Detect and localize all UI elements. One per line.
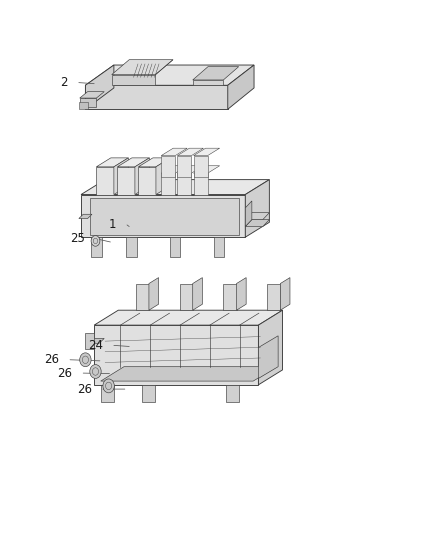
Polygon shape [245,201,252,227]
Polygon shape [117,167,135,195]
Polygon shape [81,195,245,237]
Polygon shape [193,67,239,80]
Polygon shape [112,60,173,75]
Polygon shape [161,156,175,177]
Polygon shape [245,220,269,227]
Polygon shape [101,385,114,402]
Text: 26: 26 [57,367,72,379]
Polygon shape [79,214,92,219]
Text: 2: 2 [60,76,68,89]
Polygon shape [135,158,149,195]
Polygon shape [94,310,283,325]
Circle shape [103,379,114,393]
Polygon shape [177,156,191,177]
Polygon shape [136,284,149,310]
Polygon shape [280,278,290,310]
Polygon shape [88,338,104,344]
Polygon shape [149,278,159,310]
Polygon shape [85,65,114,109]
Polygon shape [194,166,219,173]
Polygon shape [80,92,104,98]
Polygon shape [112,75,155,85]
Text: 24: 24 [88,339,103,352]
Polygon shape [142,385,155,402]
Polygon shape [228,65,254,109]
Polygon shape [177,148,203,156]
Polygon shape [96,167,114,195]
Polygon shape [193,278,202,310]
Polygon shape [245,180,269,237]
Polygon shape [96,158,128,167]
Polygon shape [85,333,94,349]
Polygon shape [177,173,191,195]
Polygon shape [79,102,88,109]
Polygon shape [161,148,187,156]
Polygon shape [114,158,128,195]
Polygon shape [85,85,228,109]
Polygon shape [80,98,96,107]
Polygon shape [177,166,203,173]
Polygon shape [194,173,208,195]
Polygon shape [138,167,156,195]
Circle shape [80,353,91,367]
Text: 26: 26 [44,353,59,366]
Polygon shape [180,284,193,310]
Polygon shape [161,166,187,173]
Polygon shape [194,148,219,156]
Polygon shape [90,198,239,235]
Circle shape [90,365,101,378]
Polygon shape [245,213,269,220]
Polygon shape [81,180,269,195]
Polygon shape [258,310,283,385]
Polygon shape [117,158,149,167]
Polygon shape [91,237,102,257]
Polygon shape [267,284,280,310]
Polygon shape [193,80,223,85]
Polygon shape [258,336,278,378]
Text: 25: 25 [71,232,85,245]
Polygon shape [85,65,254,85]
Polygon shape [94,325,258,385]
Polygon shape [161,173,175,195]
Polygon shape [214,237,224,257]
Polygon shape [138,158,170,167]
Polygon shape [223,284,237,310]
Polygon shape [226,385,239,402]
Polygon shape [237,278,246,310]
Polygon shape [155,60,173,75]
Polygon shape [194,156,208,177]
Text: 26: 26 [77,383,92,395]
Text: 1: 1 [109,219,116,231]
Polygon shape [101,367,277,381]
Polygon shape [156,158,170,195]
Circle shape [91,236,100,246]
Polygon shape [170,237,180,257]
Polygon shape [126,237,137,257]
